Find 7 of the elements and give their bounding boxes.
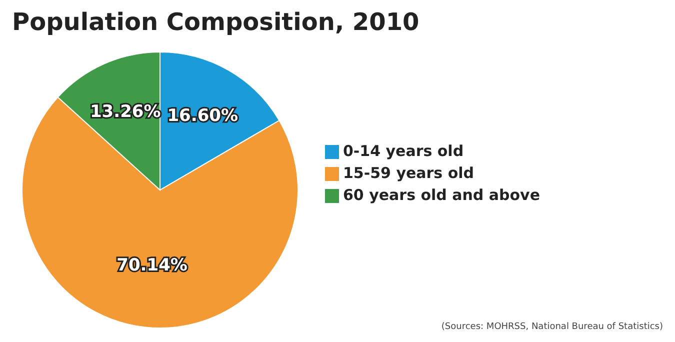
text: (Sources: MOHRSS, National Bureau of Statistics)	[441, 322, 663, 332]
chart-title: Population Composition, 2010	[12, 8, 420, 36]
legend-label: 0-14 years old	[343, 142, 464, 160]
legend-label: 15-59 years old	[343, 164, 474, 182]
data-label: 16.60%	[167, 106, 238, 126]
data-label: 70.14%	[116, 255, 188, 276]
legend-label: 60 years old and above	[343, 186, 540, 204]
